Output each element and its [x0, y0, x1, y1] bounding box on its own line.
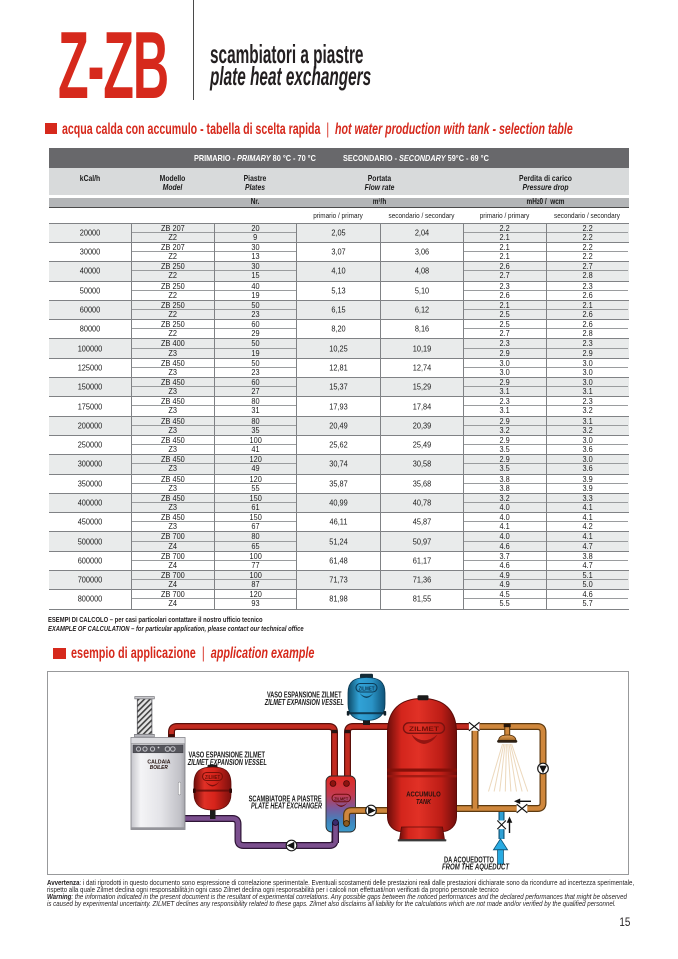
- svg-text:ACCUMULO: ACCUMULO: [406, 789, 441, 798]
- svg-text:SCAMBIATORE A PIASTRE: SCAMBIATORE A PIASTRE: [249, 794, 322, 803]
- svg-text:DA ACQUEDOTTO: DA ACQUEDOTTO: [444, 855, 494, 864]
- svg-text:CALDAIA: CALDAIA: [147, 759, 170, 765]
- svg-text:TANK: TANK: [416, 796, 431, 805]
- svg-text:ZILMET EXPANSION VESSEL: ZILMET EXPANSION VESSEL: [264, 697, 344, 706]
- svg-text:VASO ESPANSIONE ZILMET: VASO ESPANSIONE ZILMET: [267, 690, 342, 699]
- svg-text:ZILMET: ZILMET: [205, 775, 220, 781]
- svg-text:ZILMET: ZILMET: [359, 686, 375, 692]
- svg-text:BOILER: BOILER: [150, 765, 168, 771]
- svg-text:PLATE HEAT EXCHANGER: PLATE HEAT EXCHANGER: [251, 801, 322, 810]
- svg-text:ZILMET: ZILMET: [334, 796, 348, 801]
- svg-text:FROM THE AQUEDUCT: FROM THE AQUEDUCT: [442, 862, 510, 871]
- svg-text:ZILMET EXPANSION VESSEL: ZILMET EXPANSION VESSEL: [187, 757, 267, 766]
- svg-text:ZILMET: ZILMET: [409, 726, 439, 732]
- svg-text:VASO ESPANSIONE ZILMET: VASO ESPANSIONE ZILMET: [189, 750, 266, 759]
